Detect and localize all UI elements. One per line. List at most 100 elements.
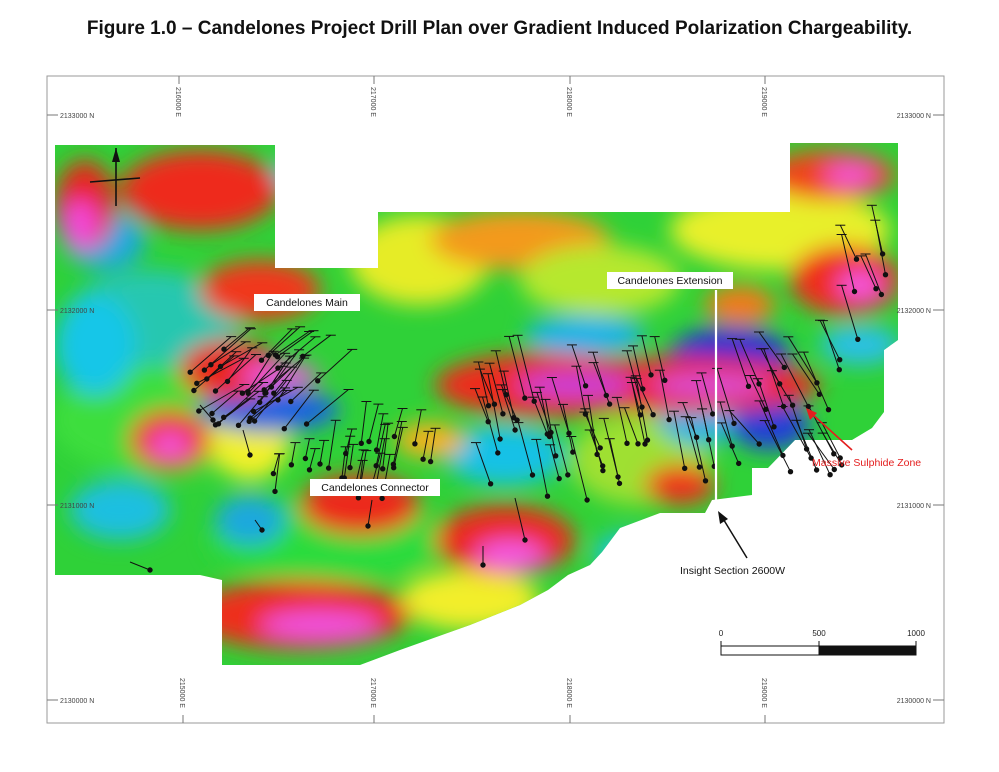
drill-hole-trace bbox=[593, 362, 611, 405]
drill-hole-end bbox=[771, 424, 777, 430]
drill-hole-trace bbox=[341, 446, 347, 479]
drill-hole-trace bbox=[517, 422, 533, 476]
drill-hole-trace bbox=[807, 432, 835, 470]
label-massive-sulphide-zone: Massive Sulphide Zone bbox=[812, 457, 921, 469]
drill-hole-end bbox=[650, 412, 656, 418]
easting-labels: 216000 E 217000 E 218000 E 219000 E 2150… bbox=[174, 87, 767, 708]
drill-hole-end bbox=[427, 458, 434, 465]
drill-hole-end bbox=[648, 372, 654, 378]
drill-hole-end bbox=[696, 464, 703, 470]
drill-hole-trace bbox=[267, 326, 301, 356]
drill-hole-trace bbox=[247, 352, 286, 394]
northing-labels: 2133000 N 2133000 N 2132000 N 2132000 N … bbox=[60, 113, 931, 705]
drill-hole-end bbox=[487, 481, 494, 487]
drill-hole-end bbox=[412, 441, 418, 447]
drill-hole-end bbox=[250, 408, 257, 415]
drill-hole-trace bbox=[393, 427, 404, 468]
drill-hole-trace bbox=[728, 410, 760, 445]
easting-label: 217000 E bbox=[369, 678, 376, 708]
drill-hole-end bbox=[196, 408, 202, 414]
drill-hole-trace bbox=[758, 331, 785, 368]
drill-hole-end bbox=[624, 440, 630, 446]
drill-hole-trace bbox=[482, 396, 499, 454]
drill-hole-trace bbox=[808, 429, 831, 475]
easting-label: 218000 E bbox=[565, 87, 572, 117]
north-arrow-icon bbox=[89, 148, 141, 206]
drill-hole-trace bbox=[211, 390, 239, 414]
northing-label: 2133000 N bbox=[897, 113, 931, 120]
drill-hole-end bbox=[565, 472, 571, 478]
drill-hole-end bbox=[215, 421, 222, 427]
drill-hole-trace bbox=[871, 205, 884, 255]
drill-hole-trace bbox=[822, 320, 840, 370]
drill-hole-end bbox=[347, 464, 353, 471]
easting-label: 216000 E bbox=[174, 87, 181, 117]
drill-hole-end bbox=[836, 367, 842, 373]
drill-hole-trace bbox=[821, 422, 841, 459]
drill-hole-end bbox=[209, 410, 215, 417]
drill-hole-trace bbox=[731, 338, 749, 387]
drill-hole-trace bbox=[764, 420, 791, 472]
scale-tick-label: 0 bbox=[719, 629, 724, 638]
drill-hole-trace bbox=[575, 366, 586, 415]
figure-title: Figure 1.0 – Candelones Project Drill Pl… bbox=[86, 18, 913, 39]
drill-hole-end bbox=[302, 455, 309, 462]
drill-hole-end bbox=[662, 377, 668, 383]
svg-text:Candelones Extension: Candelones Extension bbox=[617, 275, 722, 287]
drill-hole-trace bbox=[343, 436, 351, 478]
drill-hole-trace bbox=[795, 420, 818, 471]
drill-hole-trace bbox=[592, 352, 607, 396]
drill-hole-trace bbox=[803, 351, 829, 410]
drill-hole-trace bbox=[587, 395, 598, 455]
insight-section-arrow-icon bbox=[718, 511, 748, 559]
drill-hole-end bbox=[201, 367, 208, 373]
drill-hole-trace bbox=[720, 422, 740, 464]
drill-hole-end bbox=[379, 495, 385, 502]
label-candelones-extension: Candelones Extension bbox=[607, 272, 733, 289]
drill-hole-end bbox=[777, 381, 783, 387]
drill-hole-end bbox=[245, 390, 251, 396]
drill-hole-trace bbox=[495, 350, 507, 395]
drill-hole-trace bbox=[215, 354, 257, 392]
drill-hole-end bbox=[147, 567, 153, 573]
drill-hole-trace bbox=[571, 344, 587, 386]
drill-hole-trace bbox=[265, 355, 291, 394]
drill-hole-end bbox=[380, 466, 386, 472]
drill-hole-trace bbox=[780, 353, 809, 407]
drill-hole-end bbox=[882, 272, 889, 278]
drill-hole-trace bbox=[349, 444, 354, 468]
drill-hole-end bbox=[306, 467, 313, 473]
drill-hole-trace bbox=[535, 439, 548, 497]
drill-hole-trace bbox=[275, 331, 310, 356]
drill-hole-end bbox=[756, 441, 762, 447]
drill-hole-end bbox=[239, 390, 246, 396]
drill-hole-trace bbox=[632, 345, 644, 390]
drill-hole-end bbox=[825, 407, 832, 413]
drill-hole-end bbox=[251, 418, 258, 424]
drill-hole-trace bbox=[500, 384, 518, 421]
drill-hole-trace bbox=[641, 335, 652, 376]
drill-hole-end bbox=[745, 383, 752, 389]
drill-hole-end bbox=[365, 523, 371, 529]
drill-hole-trace bbox=[570, 436, 588, 501]
drill-hole-end bbox=[702, 478, 709, 484]
drill-hole-end bbox=[597, 445, 603, 451]
drill-hole-end bbox=[710, 411, 716, 417]
drill-hole-trace bbox=[304, 438, 310, 459]
easting-label: 219000 E bbox=[760, 678, 767, 708]
drill-hole-end bbox=[491, 401, 498, 407]
drill-hole-trace bbox=[375, 438, 386, 485]
drill-hole-trace bbox=[277, 330, 314, 358]
drill-hole-trace bbox=[274, 453, 281, 492]
drill-hole-end bbox=[204, 376, 210, 382]
drill-hole-end bbox=[212, 388, 219, 394]
drill-hole-trace bbox=[841, 234, 855, 292]
drill-hole-trace bbox=[367, 499, 373, 527]
drill-hole-end bbox=[666, 416, 672, 423]
drill-hole-trace bbox=[317, 349, 353, 382]
drill-hole-trace bbox=[430, 428, 436, 462]
drill-hole-trace bbox=[562, 404, 574, 453]
drill-hole-trace bbox=[739, 339, 760, 385]
drill-hole-trace bbox=[375, 424, 386, 466]
drill-hole-trace bbox=[223, 327, 251, 350]
